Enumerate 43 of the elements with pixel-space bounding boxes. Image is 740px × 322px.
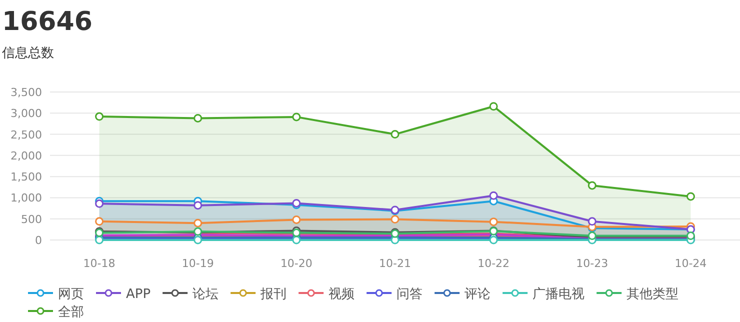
x-tick-label: 10-22	[478, 257, 510, 270]
point	[588, 181, 596, 190]
point	[489, 218, 498, 226]
legend-label: 问答	[396, 287, 423, 302]
legend-label: 其他类型	[626, 287, 679, 302]
legend-label: 网页	[58, 287, 84, 302]
legend-label: 评论	[464, 287, 491, 302]
x-tick-label: 10-20	[280, 257, 312, 270]
x-tick-label: 10-23	[576, 257, 608, 270]
chart-subtitle: 信息总数	[2, 46, 54, 61]
point	[390, 215, 400, 224]
point	[489, 102, 498, 111]
point	[489, 191, 498, 200]
legend-label: APP	[126, 287, 151, 302]
point	[292, 215, 301, 224]
legend-label: 广播电视	[532, 287, 585, 302]
legend-label: 全部	[58, 305, 84, 320]
point	[95, 199, 104, 208]
legend-label: 视频	[328, 287, 355, 302]
point	[686, 192, 695, 201]
chart-title: 16646	[2, 7, 92, 37]
point	[292, 112, 301, 122]
legend-label: 报刊	[260, 287, 287, 302]
point	[390, 130, 400, 139]
y-tick-label: 1,500	[10, 170, 42, 184]
y-tick-label: 0	[35, 234, 42, 247]
y-tick-label: 3,500	[10, 86, 42, 99]
y-tick-label: 2,000	[10, 149, 42, 162]
y-tick-label: 3,000	[10, 107, 42, 120]
point	[95, 217, 104, 226]
x-tick-label: 10-19	[182, 257, 214, 270]
y-tick-label: 500	[21, 212, 42, 226]
x-tick-label: 10-21	[379, 257, 411, 270]
point	[194, 201, 202, 210]
y-tick-label: 2,500	[10, 128, 42, 142]
x-tick-label: 10-18	[83, 257, 116, 270]
point	[95, 112, 104, 121]
x-tick-label: 10-24	[674, 257, 707, 270]
point	[194, 114, 202, 122]
y-tick-label: 1,000	[10, 192, 42, 205]
point	[588, 217, 596, 226]
legend-label: 论坛	[192, 287, 219, 302]
point	[194, 218, 202, 228]
